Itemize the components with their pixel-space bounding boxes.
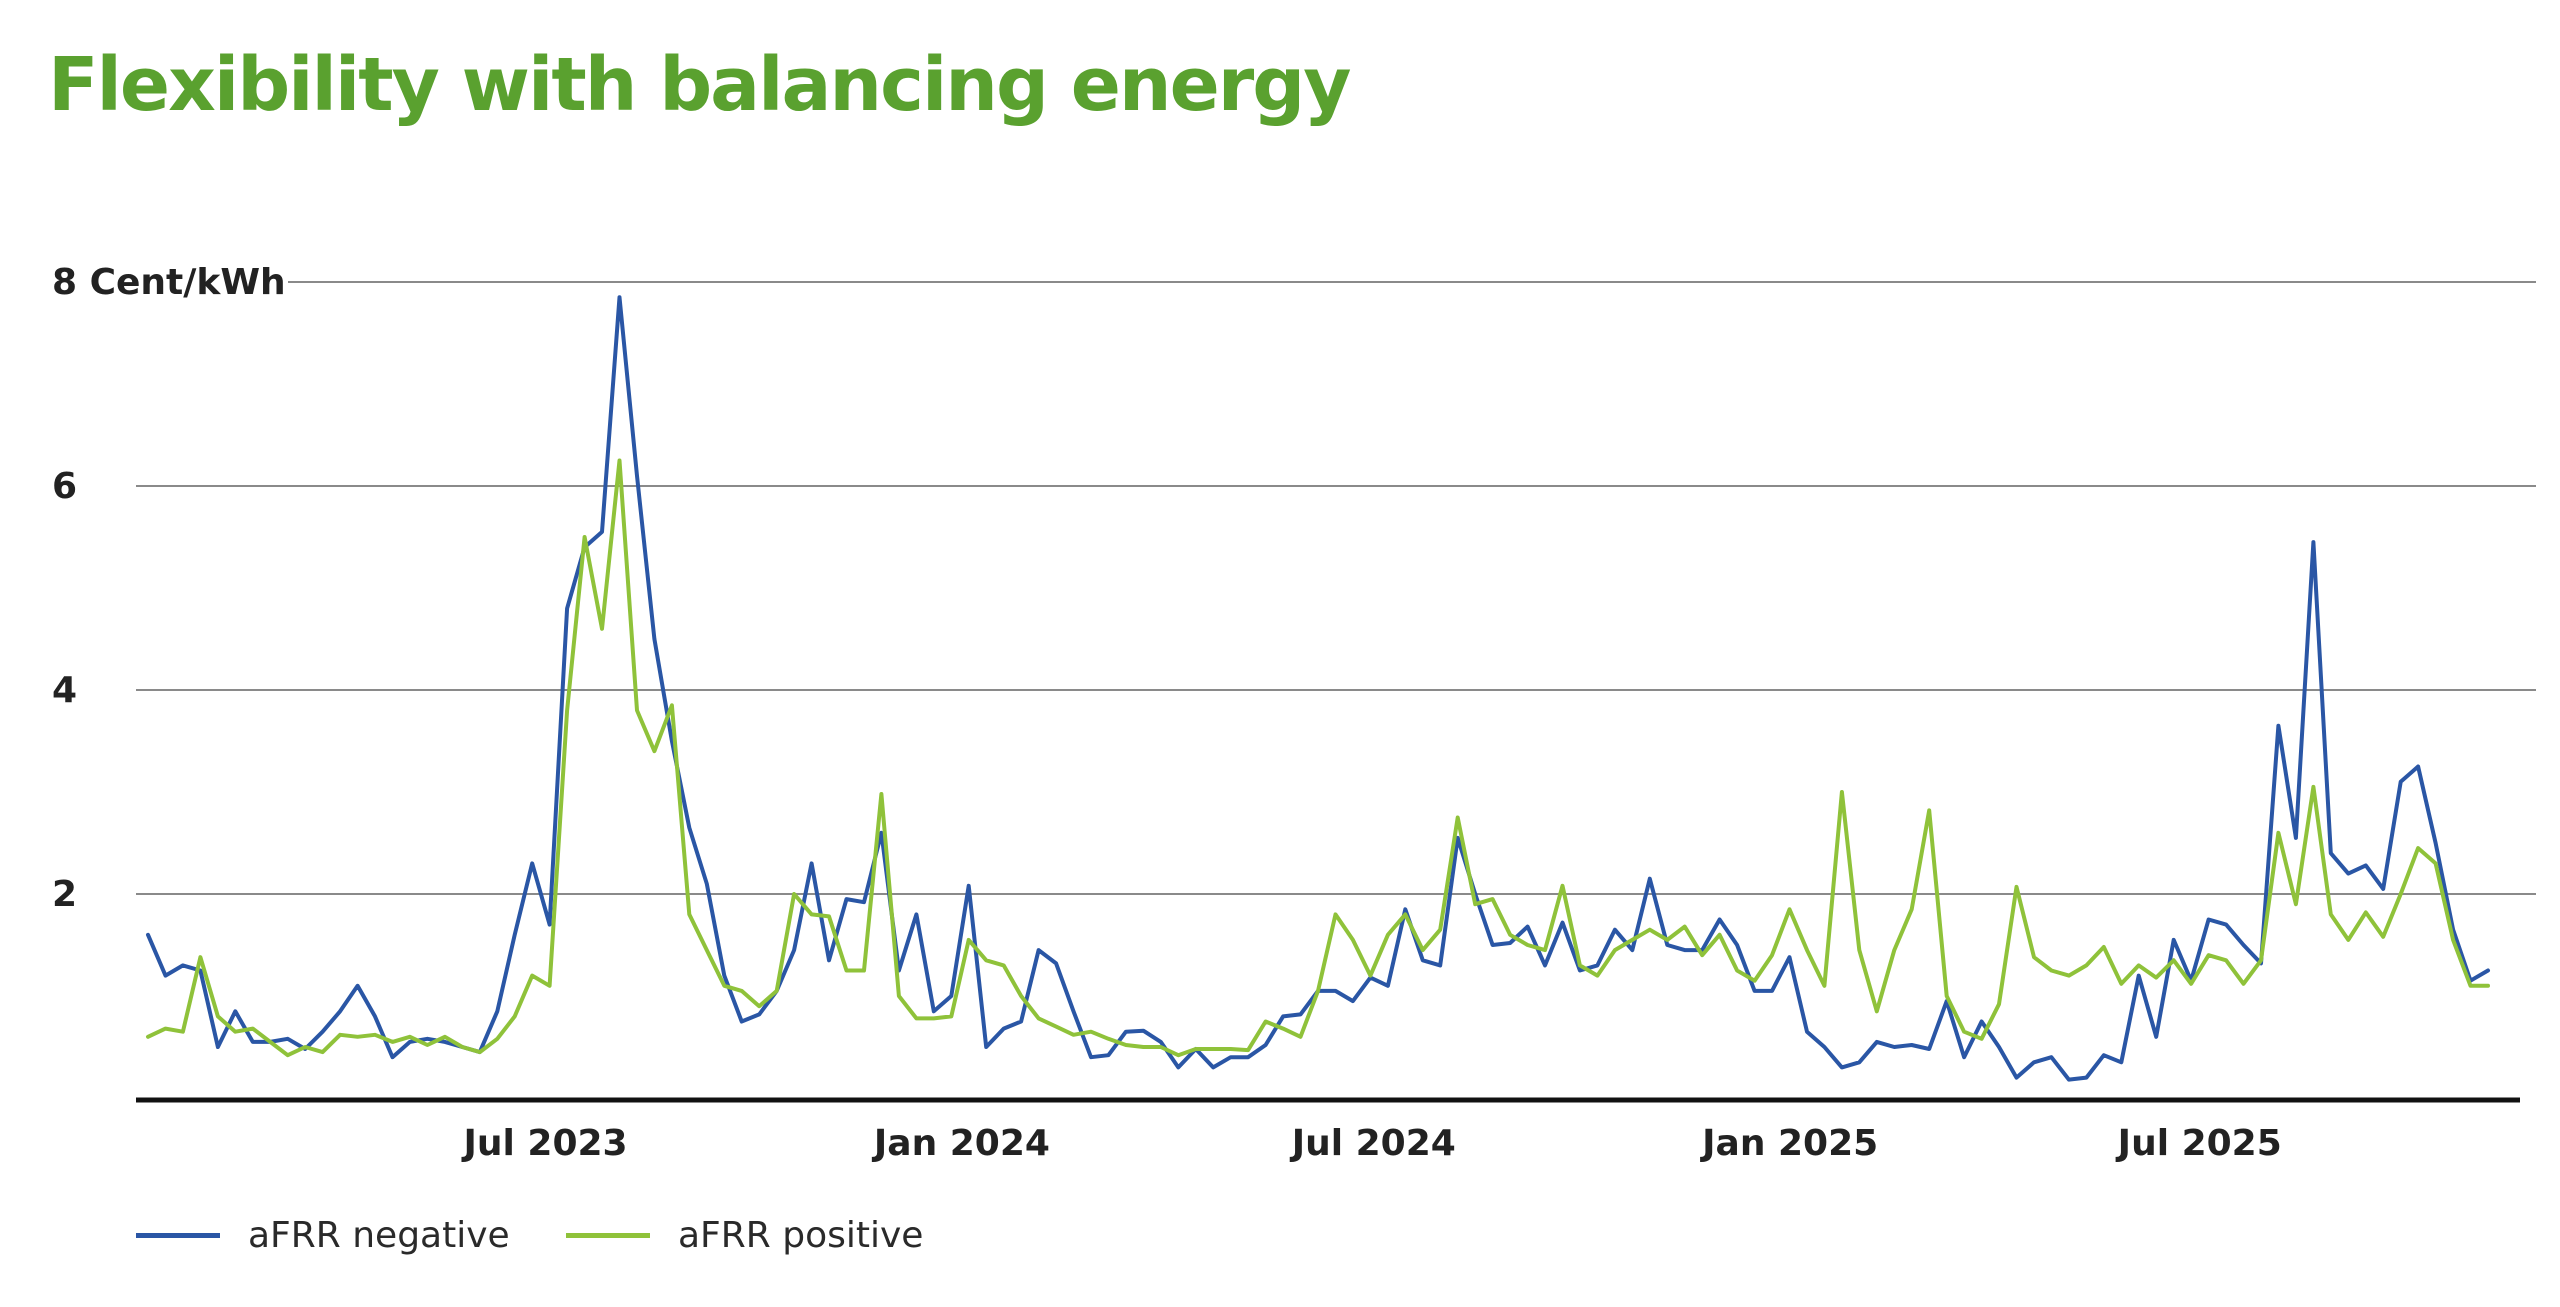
series-line-afrr-positive [146,458,2490,1058]
series-line-afrr-negative [146,295,2490,1082]
x-tick-label: Jan 2024 [871,1123,1050,1164]
afrr-negative-swatch [136,1233,220,1238]
y-tick-label: 8 Cent/kWh [52,262,286,303]
afrr-positive-label: aFRR positive [678,1215,924,1256]
series-lines [146,295,2490,1082]
afrr-negative-label: aFRR negative [248,1215,510,1256]
y-tick-label: 4 [52,670,77,711]
afrr-positive-swatch [566,1233,650,1238]
y-axis-ticks: 8 Cent/kWh 6 4 2 [52,262,286,915]
x-tick-label: Jul 2023 [461,1123,628,1164]
y-tick-label: 6 [52,466,77,507]
x-tick-label: Jan 2025 [1699,1123,1878,1164]
legend-item-afrr-positive: aFRR positive [566,1215,923,1256]
x-tick-label: Jul 2024 [1289,1123,1456,1164]
x-tick-label: Jul 2025 [2115,1123,2282,1164]
legend-item-afrr-negative: aFRR negative [136,1215,510,1256]
x-axis: Jul 2023 Jan 2024 Jul 2024 Jan 2025 Jul 2025 [136,1097,2520,1164]
chart-title: Flexibility with balancing energy [48,42,1351,128]
gridlines [136,281,2536,895]
y-tick-label: 2 [52,874,77,915]
